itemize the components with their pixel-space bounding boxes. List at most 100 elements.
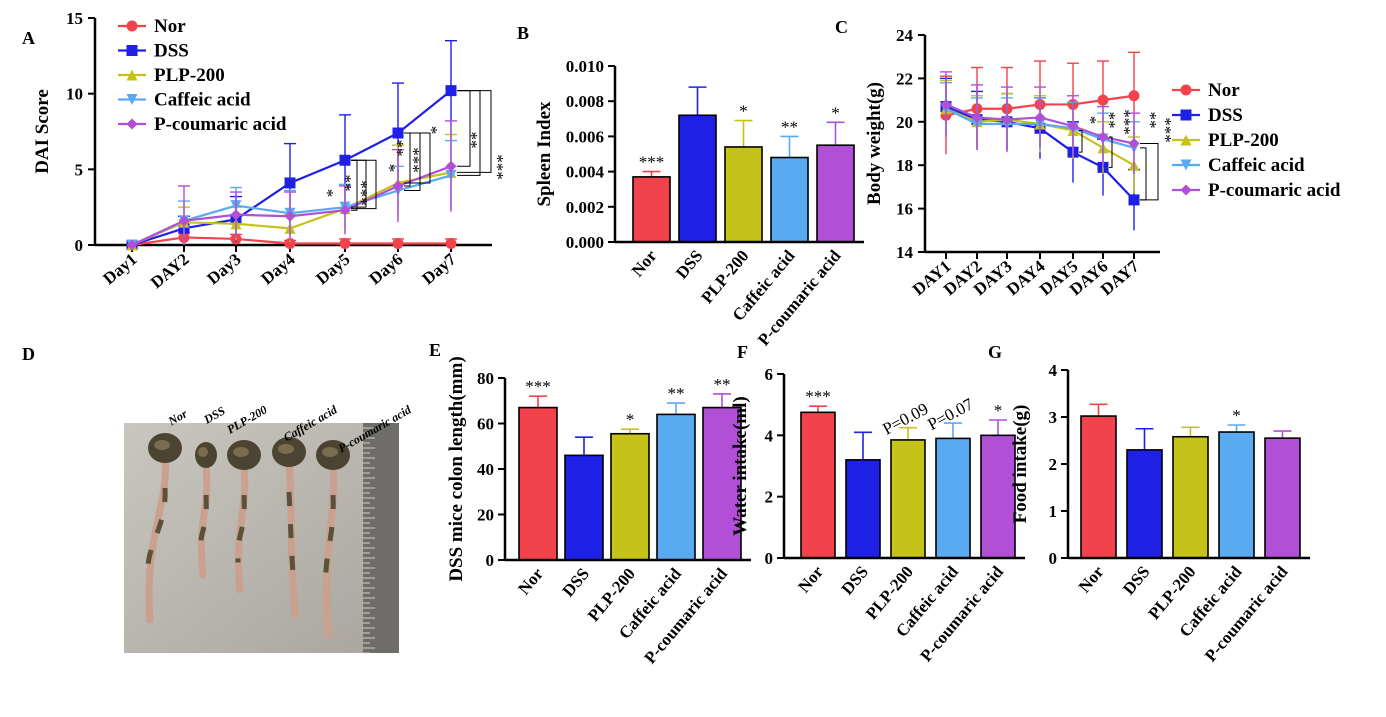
x-tick-label: Day3 xyxy=(203,250,244,289)
panel-letter-D: D xyxy=(22,344,35,364)
significance-label: * xyxy=(994,401,1003,420)
significance-label: *** xyxy=(352,180,371,206)
significance-label: * xyxy=(422,126,441,135)
legend-label: DSS xyxy=(154,41,189,62)
bracket xyxy=(404,132,421,192)
significance-label: * xyxy=(739,102,748,121)
cecum-highlight xyxy=(233,447,249,457)
y-tick-label: 15 xyxy=(66,9,83,28)
bracket xyxy=(1140,143,1159,201)
y-tick-label: 0.002 xyxy=(566,198,604,217)
x-tick-label: Nor xyxy=(1075,562,1108,596)
data-point xyxy=(1097,94,1109,106)
significance-label: *** xyxy=(1115,109,1134,135)
colon-specimen xyxy=(227,440,261,594)
y-tick-label: 0 xyxy=(765,549,774,568)
data-point xyxy=(392,180,404,192)
x-tick-label: Day5 xyxy=(312,250,353,289)
data-point xyxy=(392,237,404,249)
x-tick-label: Day6 xyxy=(365,250,406,289)
significance-label: *** xyxy=(488,154,507,180)
colon-specimen xyxy=(272,437,306,619)
y-tick-label: 0 xyxy=(486,551,495,570)
significance-label: * xyxy=(1232,406,1241,425)
data-point xyxy=(339,237,351,249)
bracket xyxy=(1079,129,1083,153)
significance-label: ** xyxy=(781,117,798,136)
series-nor xyxy=(126,231,457,251)
p-value-label: P=0.09 xyxy=(879,399,931,439)
panel-letter-A: A xyxy=(22,28,35,48)
significance-label: *** xyxy=(404,147,423,173)
significance-label: * xyxy=(626,410,635,429)
significance-label: * xyxy=(831,103,840,122)
data-point xyxy=(1067,120,1079,132)
colon-content xyxy=(286,491,296,574)
data-point xyxy=(230,209,242,221)
panel-letter-C: C xyxy=(835,17,848,37)
bar-p-coumaric-acid xyxy=(980,434,1016,559)
y-axis-label: Spleen Index xyxy=(534,101,555,207)
x-tick-label: P-coumaric acid xyxy=(916,562,1007,665)
data-point xyxy=(284,177,296,189)
y-tick-label: 0.008 xyxy=(566,92,604,111)
data-point xyxy=(1034,111,1046,123)
significance-label: ** xyxy=(462,132,481,149)
significance-label: ** xyxy=(714,375,731,394)
y-tick-label: 2 xyxy=(1049,455,1058,474)
data-point xyxy=(445,85,457,97)
x-tick-label: Nor xyxy=(628,246,661,280)
bar-p-coumaric-acid xyxy=(1264,437,1301,559)
y-tick-label: 3 xyxy=(1049,408,1058,427)
data-point xyxy=(284,237,296,249)
significance-label: ** xyxy=(336,175,355,192)
legend-marker xyxy=(126,69,138,81)
legend-marker xyxy=(126,45,138,56)
x-tick-label: Day7 xyxy=(418,249,460,288)
bar-caffeic-acid xyxy=(935,437,971,559)
x-tick-label: Day1 xyxy=(99,250,140,289)
y-tick-label: 40 xyxy=(477,460,494,479)
legend-label: DSS xyxy=(1208,105,1243,126)
y-tick-label: 2 xyxy=(765,488,774,507)
data-point xyxy=(339,204,351,216)
x-tick-label: P-coumaric acid xyxy=(1201,562,1292,665)
bar-nor xyxy=(1080,415,1117,559)
panel-letter-B: B xyxy=(517,23,529,43)
colon-tissue xyxy=(234,461,249,594)
y-tick-label: 0.010 xyxy=(566,57,604,76)
y-tick-label: 22 xyxy=(896,69,913,88)
x-tick-label: DSS xyxy=(558,564,593,600)
legend-label: Caffeic acid xyxy=(154,90,251,111)
legend-marker xyxy=(1180,134,1192,146)
y-tick-label: 0.006 xyxy=(566,127,604,146)
y-tick-label: 5 xyxy=(75,160,84,179)
bar-nor xyxy=(518,406,558,561)
colon-content xyxy=(145,487,168,575)
legend-label: Nor xyxy=(154,16,186,37)
significance-label: ** xyxy=(1141,112,1160,129)
panel-letter-F: F xyxy=(737,342,748,362)
colon-content xyxy=(235,494,247,563)
y-tick-label: 60 xyxy=(477,415,494,434)
x-tick-label: DAY2 xyxy=(147,250,193,293)
chart-B: ***Nor DSS*PLP-200**Caffeic acid*P-coumar… xyxy=(534,57,864,349)
x-tick-label: P-coumaric acid xyxy=(754,246,845,349)
data-point xyxy=(339,154,351,166)
legend-label: Caffeic acid xyxy=(1208,155,1305,176)
bracket xyxy=(351,159,358,211)
y-tick-label: 18 xyxy=(896,156,913,175)
bar-plp-200 xyxy=(610,432,650,561)
data-point xyxy=(284,210,296,222)
x-tick-label: DSS xyxy=(1119,562,1154,598)
data-point xyxy=(392,127,404,139)
y-tick-label: 80 xyxy=(477,369,494,388)
legend-marker xyxy=(1180,159,1192,171)
legend-marker xyxy=(1180,84,1192,96)
bar-dss xyxy=(678,114,717,243)
series-p-coumaric-acid xyxy=(940,71,1140,174)
